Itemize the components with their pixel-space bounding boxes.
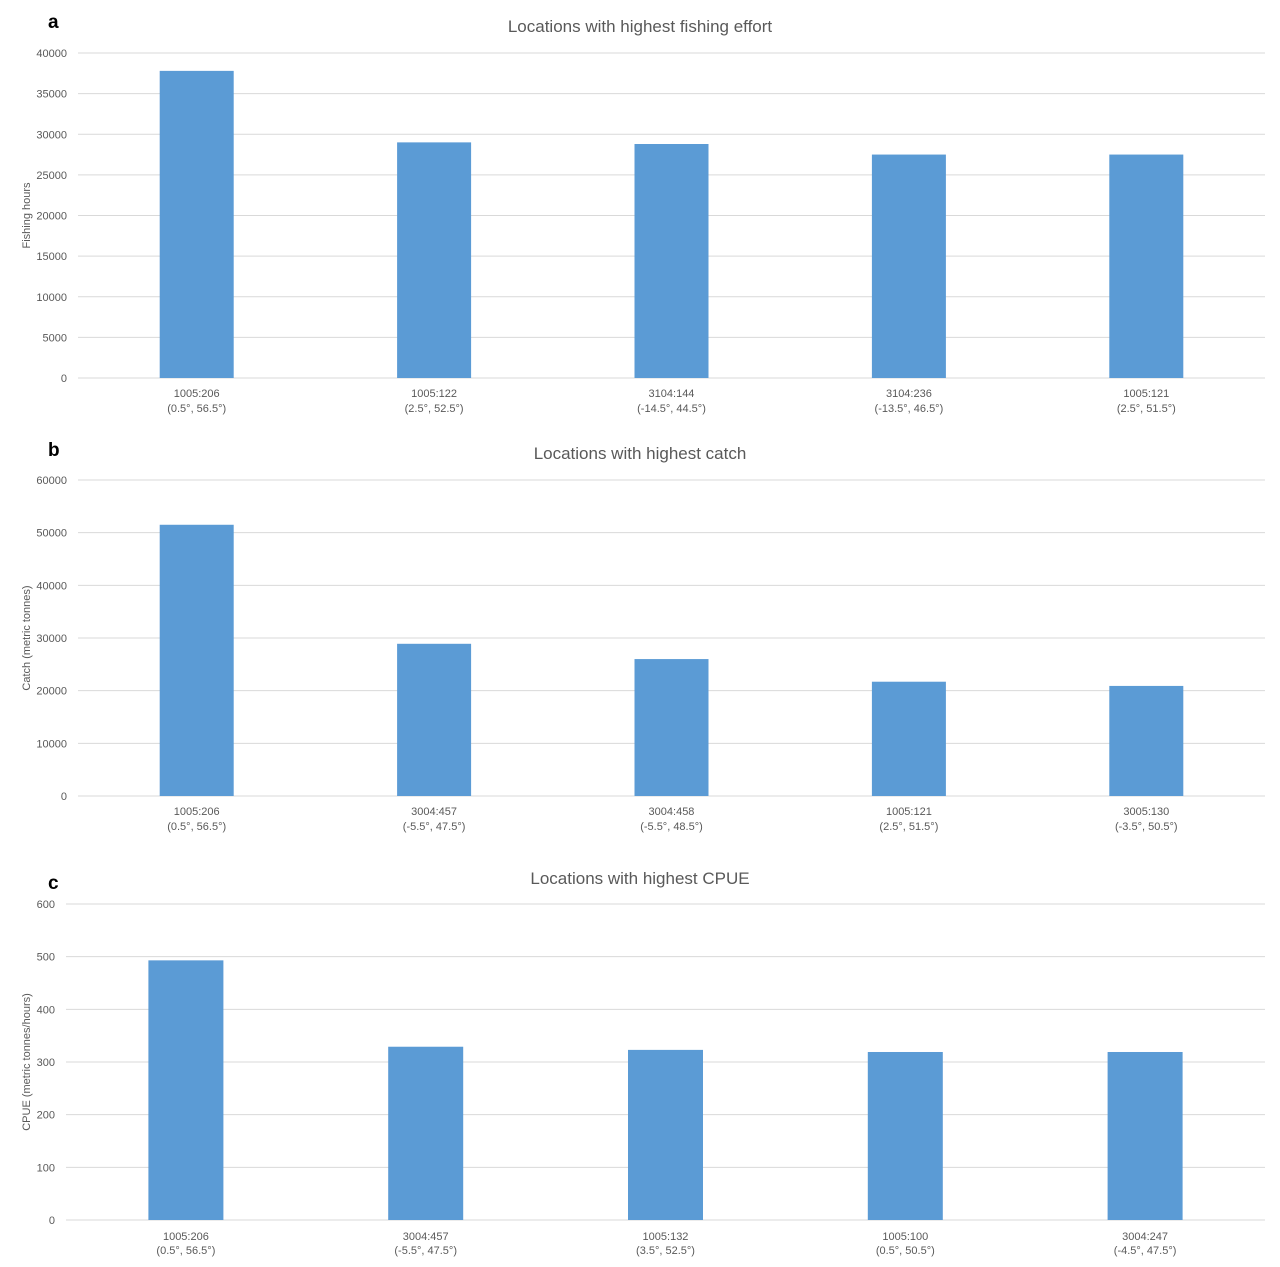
y-axis-title: Fishing hours: [21, 182, 33, 249]
y-tick-label: 300: [37, 1057, 55, 1069]
chart-panel-a: a 0 5000 10000 15000 20000 25000 30000 35000 400…: [0, 0, 1280, 425]
y-tick-label: 60000: [36, 475, 67, 487]
bar: [388, 1046, 464, 1220]
x-category-code: 3104:144: [649, 388, 695, 400]
y-tick-label: 10000: [36, 292, 67, 304]
x-category-code: 1005:121: [1123, 388, 1169, 400]
x-category-coords: (2.5°, 51.5°): [879, 821, 938, 833]
bar: [148, 960, 224, 1220]
x-category-code: 1005:206: [163, 1231, 209, 1243]
y-tick-label: 30000: [36, 633, 67, 645]
y-tick-label: 35000: [36, 89, 67, 101]
y-tick-label: 20000: [36, 211, 67, 223]
y-tick-label: 400: [37, 1004, 55, 1016]
x-category-code: 1005:206: [174, 806, 220, 818]
bar: [1109, 685, 1184, 796]
x-category-coords: (-5.5°, 47.5°): [394, 1245, 457, 1257]
bar: [867, 1051, 943, 1220]
bar: [397, 142, 472, 378]
x-category-code: 3004:457: [403, 1231, 449, 1243]
y-tick-label: 50000: [36, 528, 67, 540]
y-tick-label: 600: [37, 899, 55, 911]
x-category-code: 3004:458: [649, 806, 695, 818]
x-category-coords: (0.5°, 56.5°): [156, 1245, 215, 1257]
y-tick-label: 25000: [36, 170, 67, 182]
chart-panel-b: b 0 10000 20000 30000 40000 50000 60000 Locatio…: [21, 440, 1265, 833]
x-category-code: 1005:121: [886, 806, 932, 818]
chart-title: Locations with highest CPUE: [530, 869, 749, 888]
y-tick-label: 200: [37, 1110, 55, 1122]
x-category-code: 3004:247: [1122, 1231, 1168, 1243]
x-category-coords: (2.5°, 51.5°): [1117, 403, 1176, 415]
bar: [628, 1049, 703, 1220]
y-tick-label: 0: [61, 373, 67, 385]
x-category-code: 3005:130: [1123, 806, 1169, 818]
bar: [634, 659, 709, 796]
x-category-code: 1005:100: [882, 1231, 928, 1243]
panel-letter: c: [48, 873, 59, 894]
x-category-code: 3104:236: [886, 388, 932, 400]
panel-letter: b: [48, 440, 60, 461]
chart-title: Locations with highest fishing effort: [508, 17, 773, 36]
x-category-code: 1005:206: [174, 388, 220, 400]
y-axis-title: CPUE (metric tonnes/hours): [21, 993, 33, 1131]
chart-title: Locations with highest catch: [534, 444, 747, 463]
bar: [159, 70, 234, 378]
y-tick-label: 40000: [36, 580, 67, 592]
x-category-coords: (0.5°, 56.5°): [167, 403, 226, 415]
x-category-coords: (-13.5°, 46.5°): [875, 403, 944, 415]
y-tick-label: 40000: [36, 48, 67, 60]
x-category-coords: (-3.5°, 50.5°): [1115, 821, 1178, 833]
bar-chart-catch: 0 10000 20000 30000 40000 50000 60000 Locations…: [21, 444, 1265, 833]
x-category-coords: (-5.5°, 48.5°): [640, 821, 703, 833]
x-category-coords: (0.5°, 50.5°): [876, 1245, 935, 1257]
x-category-code: 1005:132: [643, 1231, 689, 1243]
y-tick-label: 30000: [36, 129, 67, 141]
y-tick-label: 500: [37, 952, 55, 964]
x-category-coords: (-5.5°, 47.5°): [403, 821, 466, 833]
bar: [871, 681, 946, 796]
y-tick-label: 5000: [43, 332, 67, 344]
bar: [159, 524, 234, 796]
x-category-coords: (3.5°, 52.5°): [636, 1245, 695, 1257]
y-axis-title: Catch (metric tonnes): [21, 585, 33, 690]
bar: [397, 643, 472, 796]
y-tick-label: 100: [37, 1162, 55, 1174]
y-tick-label: 15000: [36, 251, 67, 263]
y-tick-label: 10000: [36, 738, 67, 750]
x-category-code: 3004:457: [411, 806, 457, 818]
bar: [634, 144, 709, 378]
bar: [1107, 1051, 1183, 1220]
bar-chart-fishing-effort: 0 5000 10000 15000 20000 25000 30000 35000 40000…: [21, 17, 1265, 415]
x-category-coords: (-14.5°, 44.5°): [637, 403, 706, 415]
x-category-coords: (0.5°, 56.5°): [167, 821, 226, 833]
x-category-code: 1005:122: [411, 388, 457, 400]
panel-letter: a: [48, 12, 59, 33]
bar: [871, 154, 946, 378]
x-category-coords: (2.5°, 52.5°): [405, 403, 464, 415]
x-category-coords: (-4.5°, 47.5°): [1114, 1245, 1177, 1257]
y-tick-label: 0: [61, 791, 67, 803]
y-tick-label: 20000: [36, 686, 67, 698]
y-tick-label: 0: [49, 1215, 55, 1227]
bar: [1109, 154, 1184, 378]
